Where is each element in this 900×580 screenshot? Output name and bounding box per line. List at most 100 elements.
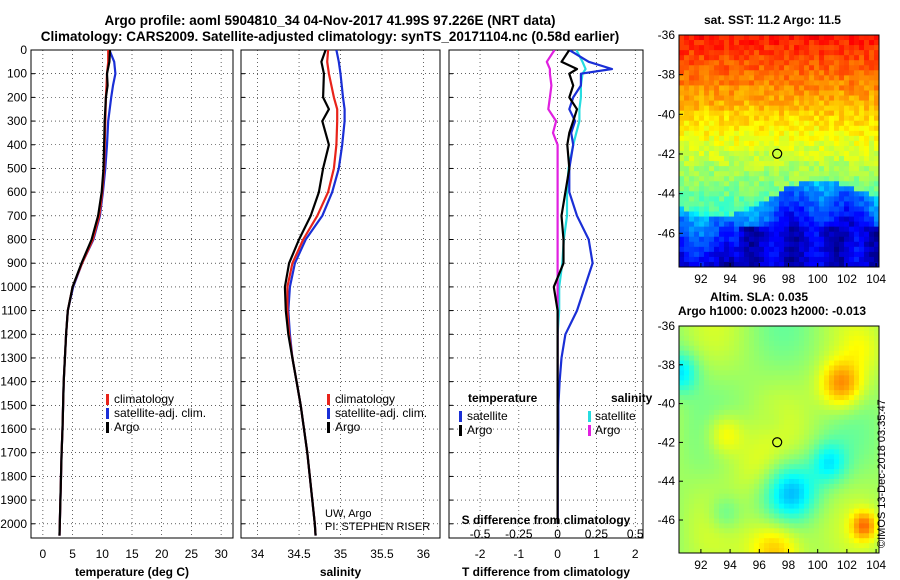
s-tick-label: 0 [554,527,561,541]
depth-tick-label: 1700 [0,446,27,460]
x-axis-label: T difference from climatology [462,565,630,579]
depth-tick-label: 1800 [0,469,27,483]
series-group [545,50,614,524]
x-tick-label: 10 [96,547,110,561]
legend-title-salinity: salinity [611,391,653,405]
legend-label: climatology [114,392,174,406]
pi-annotation: UW, Argo [325,508,371,520]
x-tick-label: 34 [251,547,265,561]
map-x-tick-label: 92 [694,272,708,286]
series-line-climatology [58,50,110,536]
series-line-climatology [286,50,339,536]
legend-swatch [588,425,591,436]
depth-tick-label: 1400 [0,375,27,389]
map-y-tick-label: -42 [658,147,676,161]
legend-label: Argo [114,420,140,434]
map-y-tick-label: -40 [658,107,676,121]
depth-tick-label: 0 [20,43,27,57]
depth-tick-label: 1100 [1,304,27,318]
map-x-tick-label: 104 [866,272,886,286]
depth-tick-label: 100 [7,67,27,81]
map-x-tick-label: 96 [753,272,767,286]
s-tick-label: 0.25 [585,527,609,541]
x-tick-label: 25 [185,547,199,561]
map-y-tick-label: -44 [658,187,676,201]
title-line-2: Climatology: CARS2009. Satellite-adjuste… [40,29,620,44]
depth-tick-label: 1900 [0,493,27,507]
s-tick-label: -0.5 [470,527,491,541]
x-tick-label: 36 [417,547,431,561]
map-y-tick-label: -38 [658,358,676,372]
depth-tick-label: 900 [7,256,27,270]
map-x-tick-label: 104 [866,558,886,572]
map-y-tick-label: -44 [658,474,676,488]
heatmap-cells [679,35,880,268]
series-group [283,50,346,536]
argo-salinity-line [545,50,559,524]
sla-map-subtitle: Argo h1000: 0.0023 h2000: -0.013 [678,304,867,318]
map-x-tick-label: 92 [694,558,708,572]
legend-swatch [106,394,109,405]
map-y-tick-label: -46 [658,226,676,240]
depth-tick-label: 1500 [0,398,27,412]
sla-map-title: Altim. SLA: 0.035 [710,290,809,304]
x-axis-label: temperature (deg C) [75,565,189,579]
temperature-panel: 0 5 10 15 20 25 30 temperature (deg C) climatolo… [30,49,234,579]
map-x-tick-label: 94 [723,558,737,572]
map-y-tick-label: -46 [658,513,676,527]
depth-tick-label: 2000 [0,517,27,531]
depth-tick-label: 1600 [0,422,27,436]
map-x-tick-label: 98 [782,558,796,572]
x-tick-label: 0 [554,547,561,561]
legend-label: climatology [335,392,395,406]
map-frame [678,34,880,268]
legend-label: Argo [335,420,361,434]
depth-tick-label: 300 [7,114,27,128]
legend-label: satellite-adj. clim. [114,406,206,420]
map-x-tick-label: 102 [837,558,857,572]
x-tick-label: 35 [334,547,348,561]
legend-title-temperature: temperature [468,391,538,405]
argo-location-marker [772,148,783,159]
depth-tick-label: 500 [7,161,27,175]
x-tick-label: 0 [40,547,47,561]
map-y-tick-label: -42 [658,435,676,449]
map-x-tick-label: 96 [753,558,767,572]
legend-label: satellite-adj. clim. [335,406,427,420]
plot-frame [448,49,644,539]
salinity-panel: 34 34.5 35 35.5 36 salinity climatologysatelli… [240,49,441,579]
map-frame [678,325,880,554]
map-x-tick-label: 100 [808,558,828,572]
depth-tick-label: 600 [7,185,27,199]
legend-label: Argo [595,423,621,437]
series-line-argo [283,50,330,536]
series-group [58,50,117,536]
sla-map: 92 94 96 98 100 102 104 -36 -38 -40 -42 -44 -46 [658,319,887,572]
argo-location-marker [772,437,783,448]
map-x-tick-label: 94 [723,272,737,286]
series-line-argo [58,50,112,536]
legend-swatch [459,425,462,436]
x-tick-label: -2 [475,547,486,561]
legend-swatch [588,411,591,422]
legend-swatch [327,408,330,419]
credit-text: ©IMOS 13-Dec-2018 03:35:47 [876,399,888,548]
heatmap-cells [679,326,880,554]
legend-swatch [106,408,109,419]
depth-tick-label: 1300 [0,351,27,365]
x-tick-label: 20 [155,547,169,561]
pi-annotation: PI: STEPHEN RISER [325,521,430,533]
x-tick-label: -1 [514,547,525,561]
depth-axis: 0 100 200 300 400 500 600 700 800 900 1000 1100 1200… [0,43,27,531]
map-y-tick-label: -36 [658,319,676,333]
map-x-tick-label: 100 [808,272,828,286]
sst-map: 92 94 96 98 100 102 104 -36 -38 -40 -42 -44 -46 [658,28,887,286]
map-y-tick-label: -36 [658,28,676,42]
difference-panel: -2 -1 0 1 2T difference from climatology -0.5… [448,49,653,579]
series-line-satellite-adj-clim [58,50,117,536]
argo-temperature-line [552,50,579,524]
x-axis-label: salinity [320,565,362,579]
map-y-tick-label: -40 [658,397,676,411]
sst-map-title: sat. SST: 11.2 Argo: 11.5 [704,13,841,27]
